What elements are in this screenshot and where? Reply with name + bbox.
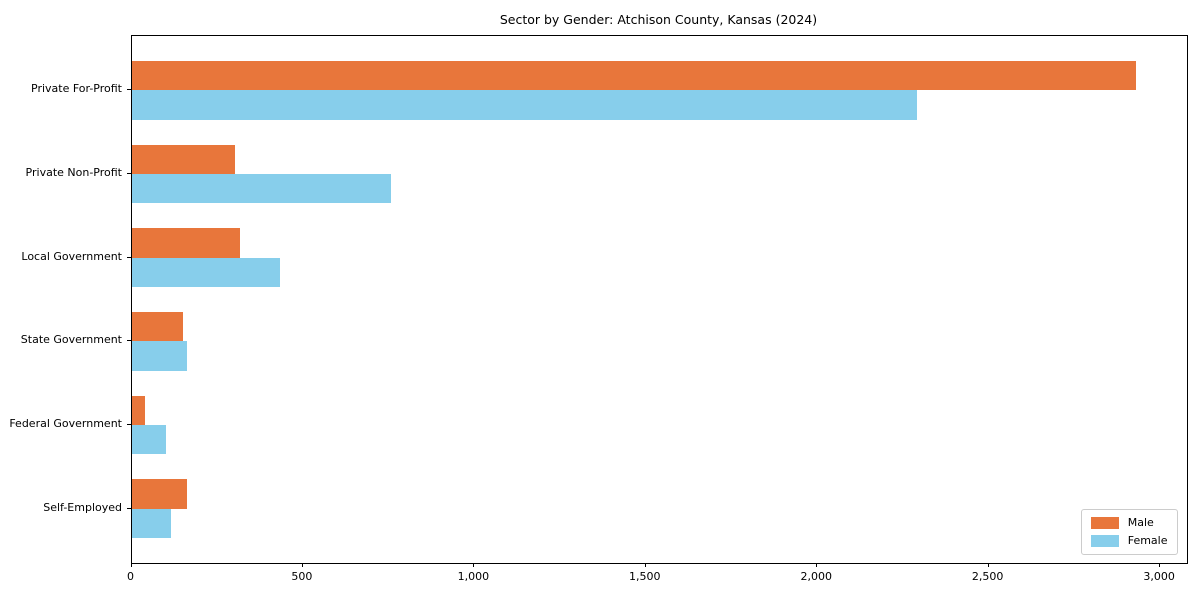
y-tick-local-government (126, 256, 131, 258)
y-tick-private-for-profit (126, 89, 131, 91)
x-tick-3000 (1159, 563, 1161, 567)
bar-male-local-government (131, 228, 240, 258)
y-axis-label-state-government: State Government (20, 333, 122, 347)
bar-female-private-for-profit (131, 90, 917, 120)
x-axis-label-2000: 2,000 (800, 570, 832, 583)
x-tick-500 (301, 563, 303, 567)
x-axis-label-1500: 1,500 (629, 570, 661, 583)
bar-female-private-non-profit (131, 174, 392, 204)
y-axis-label-private-for-profit: Private For-Profit (31, 82, 122, 96)
female-swatch-icon (1090, 535, 1119, 547)
x-axis-label-0: 0 (127, 570, 134, 583)
bar-male-private-for-profit (131, 61, 1137, 91)
bar-female-self-employed (131, 508, 171, 538)
x-tick-2000 (816, 563, 818, 567)
bar-male-state-government (131, 312, 183, 342)
bar-male-self-employed (131, 479, 188, 509)
male-swatch-icon (1090, 517, 1119, 529)
x-tick-1000 (473, 563, 475, 567)
legend-item-male: Male (1090, 516, 1168, 529)
plot-area: Male Female (130, 35, 1188, 564)
y-axis-label-self-employed: Self-Employed (43, 500, 122, 514)
chart-title: Sector by Gender: Atchison County, Kansa… (499, 12, 818, 27)
bar-male-federal-government (131, 395, 145, 425)
bar-male-private-non-profit (131, 144, 236, 174)
y-axis-label-local-government: Local Government (21, 249, 122, 263)
legend-label-male: Male (1127, 516, 1154, 529)
y-axis-label-private-non-profit: Private Non-Profit (25, 166, 122, 180)
bar-female-federal-government (131, 424, 166, 455)
legend: Male Female (1080, 509, 1178, 555)
legend-label-female: Female (1127, 534, 1168, 547)
y-tick-state-government (126, 340, 131, 342)
x-tick-1500 (644, 563, 646, 567)
y-tick-private-non-profit (126, 173, 131, 175)
bar-female-state-government (131, 341, 188, 371)
legend-item-female: Female (1090, 534, 1168, 547)
x-axis-label-1000: 1,000 (457, 570, 490, 583)
bar-female-local-government (131, 257, 280, 287)
x-axis-label-500: 500 (291, 570, 313, 583)
y-axis-label-federal-government: Federal Government (9, 416, 122, 430)
y-tick-federal-government (126, 423, 131, 425)
x-tick-0 (130, 563, 132, 567)
y-tick-self-employed (126, 507, 131, 509)
x-axis-label-3000: 3,000 (1143, 570, 1175, 583)
x-tick-2500 (987, 563, 989, 567)
x-axis-label-2500: 2,500 (971, 570, 1004, 583)
